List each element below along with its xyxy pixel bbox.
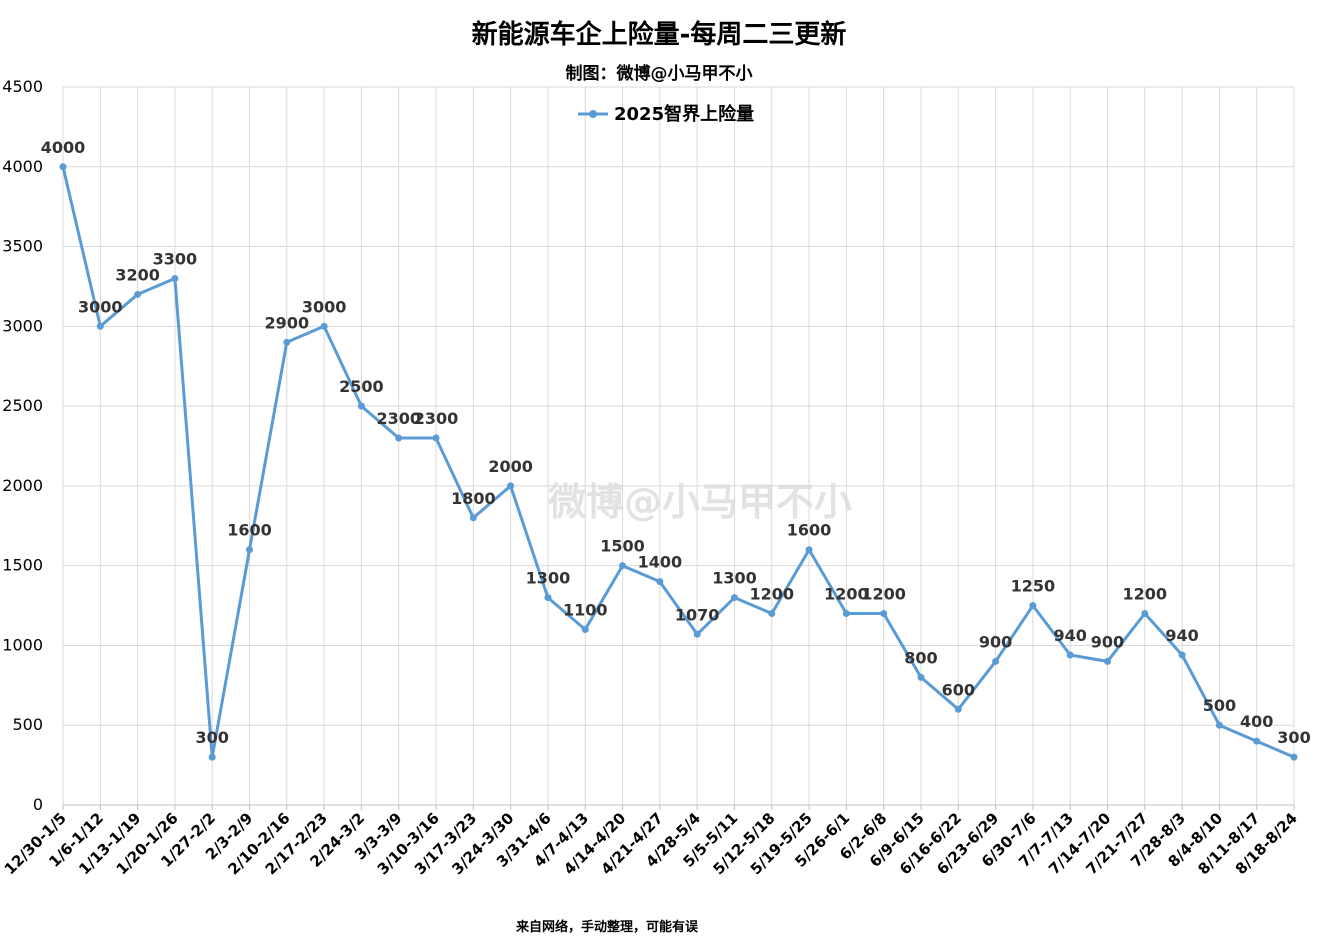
y-tick-label: 0 xyxy=(33,795,43,814)
axes: 05001000150020002500300035004000450012/3… xyxy=(1,77,1301,878)
data-label: 1200 xyxy=(861,585,906,604)
data-label: 1400 xyxy=(638,553,683,572)
data-point xyxy=(1141,610,1149,618)
data-point xyxy=(1290,753,1298,761)
data-point xyxy=(730,594,738,602)
data-point xyxy=(544,594,552,602)
data-label: 1070 xyxy=(675,605,720,624)
y-tick-label: 2000 xyxy=(2,476,43,495)
data-point xyxy=(1253,737,1261,745)
data-label: 1250 xyxy=(1011,577,1056,596)
data-point xyxy=(693,630,701,638)
data-point xyxy=(134,290,142,298)
y-tick-label: 1000 xyxy=(2,635,43,654)
data-label: 2000 xyxy=(488,457,533,476)
y-tick-label: 500 xyxy=(12,715,43,734)
data-label: 400 xyxy=(1240,712,1273,731)
data-label: 300 xyxy=(1277,728,1310,747)
data-label: 1300 xyxy=(526,569,571,588)
data-point xyxy=(357,402,365,410)
data-label: 1600 xyxy=(227,521,272,540)
legend: 2025智界上险量 xyxy=(578,103,754,125)
series-2025 xyxy=(59,163,1298,761)
data-point xyxy=(507,482,515,490)
series-line xyxy=(61,166,1295,759)
y-tick-label: 2500 xyxy=(2,396,43,415)
data-point xyxy=(768,610,776,618)
data-point xyxy=(656,578,664,586)
data-point xyxy=(992,657,1000,665)
data-point xyxy=(917,673,925,681)
data-label: 500 xyxy=(1203,696,1236,715)
data-label: 900 xyxy=(979,632,1012,651)
data-point xyxy=(581,625,589,633)
data-point xyxy=(954,705,962,713)
data-point xyxy=(208,753,216,761)
data-point xyxy=(842,610,850,618)
data-label: 1200 xyxy=(749,585,794,604)
footer-note: 来自网络，手动整理，可能有误 xyxy=(515,919,699,935)
data-point xyxy=(880,610,888,618)
data-point xyxy=(171,274,179,282)
gridlines xyxy=(62,86,1295,806)
data-label: 300 xyxy=(196,728,229,747)
data-point xyxy=(432,434,440,442)
data-point xyxy=(1103,657,1111,665)
data-label: 1600 xyxy=(787,521,832,540)
data-label: 1200 xyxy=(824,585,869,604)
data-label: 3000 xyxy=(302,297,347,316)
chart-subtitle: 制图：微博@小马甲不小 xyxy=(566,63,753,84)
data-label: 1800 xyxy=(451,489,496,508)
watermark-text: 微博@小马甲不小 xyxy=(547,480,852,524)
legend-point-marker xyxy=(589,110,597,118)
data-label: 900 xyxy=(1091,632,1124,651)
data-point xyxy=(96,322,104,330)
data-point xyxy=(1029,602,1037,610)
y-tick-label: 1500 xyxy=(2,556,43,575)
y-tick-label: 3000 xyxy=(2,316,43,335)
data-label: 3300 xyxy=(153,249,198,268)
data-label: 2300 xyxy=(376,409,421,428)
y-tick-label: 4500 xyxy=(2,77,43,96)
chart-title: 新能源车企上险量-每周二三更新 xyxy=(472,19,847,50)
data-label: 3200 xyxy=(115,265,160,284)
data-point xyxy=(283,338,291,346)
data-label: 2500 xyxy=(339,377,384,396)
data-point xyxy=(1066,651,1074,659)
y-tick-label: 4000 xyxy=(2,157,43,176)
data-label: 1500 xyxy=(600,537,645,556)
data-label: 800 xyxy=(904,648,937,667)
data-point xyxy=(59,163,67,171)
y-tick-label: 3500 xyxy=(2,237,43,256)
data-label: 940 xyxy=(1053,626,1086,645)
data-label: 4000 xyxy=(41,138,86,157)
data-point xyxy=(805,546,813,554)
data-label: 600 xyxy=(942,680,975,699)
data-label: 3000 xyxy=(78,297,123,316)
data-label: 1100 xyxy=(563,600,608,619)
data-point xyxy=(395,434,403,442)
data-label: 1300 xyxy=(712,569,757,588)
legend-label: 2025智界上险量 xyxy=(614,103,754,125)
data-label: 2900 xyxy=(265,313,310,332)
data-point xyxy=(246,546,254,554)
data-point xyxy=(619,562,627,570)
data-point xyxy=(469,514,477,522)
data-point xyxy=(1215,721,1223,729)
data-label: 940 xyxy=(1165,626,1198,645)
data-label: 1200 xyxy=(1123,585,1168,604)
data-labels: 4000300032003300300160029003000250023002… xyxy=(41,138,1311,747)
data-label: 2300 xyxy=(414,409,459,428)
data-point xyxy=(320,322,328,330)
data-point xyxy=(1178,651,1186,659)
